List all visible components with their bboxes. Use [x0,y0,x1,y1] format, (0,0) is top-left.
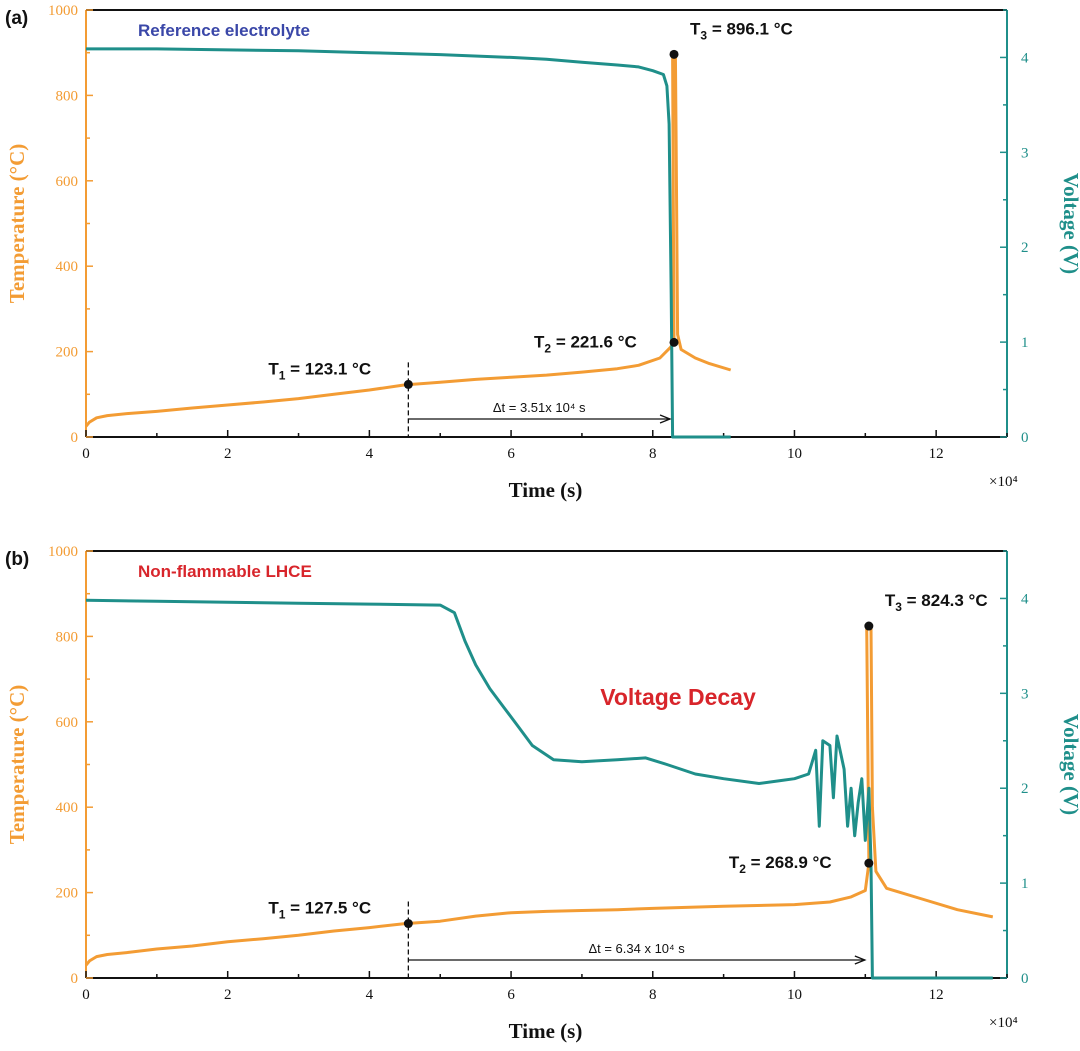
t1-marker [403,919,413,929]
y-left-tick-label: 1000 [48,3,78,19]
y-left-tick-label: 1000 [48,544,78,560]
y-left-tick-label: 400 [56,800,79,816]
x-axis-title: Time (s) [509,478,583,502]
t3-label: T3 = 896.1 °C [690,19,793,42]
y-right-tick-label: 4 [1021,591,1029,607]
y-left-tick-label: 400 [56,259,79,275]
delta-t-label: Δt = 3.51x 10⁴ s [493,400,586,415]
t2-label: T2 = 221.6 °C [534,332,637,355]
x-axis-title: Time (s) [509,1019,583,1043]
voltage-series-line [85,598,993,980]
x-multiplier: ×10⁴ [989,474,1018,490]
t2-marker [669,337,679,347]
voltage-decay-label: Voltage Decay [600,684,756,710]
temperature-series-line [84,624,994,967]
x-tick-label: 2 [224,987,232,1003]
panel-label: (b) [5,549,29,570]
y-left-tick-label: 0 [71,971,79,987]
y-right-tick-label: 1 [1021,335,1029,351]
x-tick-label: 12 [929,446,944,462]
x-tick-label: 2 [224,446,232,462]
x-tick-label: 6 [507,446,515,462]
delta-t-arrowhead [854,955,867,965]
y-right-axis-title: Voltage (V) [1059,714,1080,815]
chart-title: Non-flammable LHCE [138,562,312,581]
delta-t-label: Δt = 6.34 x 10⁴ s [588,941,685,956]
x-multiplier: ×10⁴ [989,1015,1018,1031]
x-tick-label: 0 [82,446,90,462]
y-right-tick-label: 1 [1021,876,1029,892]
y-left-tick-label: 200 [56,886,79,902]
y-right-tick-label: 3 [1021,145,1029,161]
t1-label: T1 = 127.5 °C [268,899,371,922]
y-left-tick-label: 200 [56,345,79,361]
x-tick-label: 10 [787,987,802,1003]
x-tick-label: 4 [366,987,374,1003]
t1-marker [403,379,413,389]
y-right-tick-label: 2 [1021,781,1029,797]
chart-title: Reference electrolyte [138,21,310,40]
y-left-tick-label: 600 [56,174,79,190]
y-left-tick-label: 600 [56,715,79,731]
panel-label: (a) [5,8,28,29]
y-left-axis-title: Temperature (°C) [5,685,29,844]
x-tick-label: 4 [366,446,374,462]
x-tick-label: 0 [82,987,90,1003]
t1-label: T1 = 123.1 °C [268,359,371,382]
x-tick-label: 8 [649,446,657,462]
x-tick-label: 8 [649,987,657,1003]
y-right-tick-label: 0 [1021,971,1029,987]
y-left-axis-title: Temperature (°C) [5,144,29,303]
t2-marker [864,858,874,868]
temperature-series-line [84,52,732,428]
x-tick-label: 12 [929,987,944,1003]
x-tick-label: 10 [787,446,802,462]
delta-t-arrowhead [659,414,672,424]
y-right-tick-label: 2 [1021,240,1029,256]
y-right-tick-label: 4 [1021,50,1029,66]
y-right-tick-label: 3 [1021,686,1029,702]
y-left-tick-label: 800 [56,88,79,104]
t3-marker [669,49,679,59]
t3-label: T3 = 824.3 °C [885,591,988,614]
t2-label: T2 = 268.9 °C [729,853,832,876]
t3-marker [864,621,874,631]
y-right-axis-title: Voltage (V) [1059,173,1080,274]
y-right-tick-label: 0 [1021,430,1029,446]
x-tick-label: 6 [507,987,515,1003]
y-left-tick-label: 0 [71,430,79,446]
y-left-tick-label: 800 [56,629,79,645]
voltage-series-line [86,47,731,439]
